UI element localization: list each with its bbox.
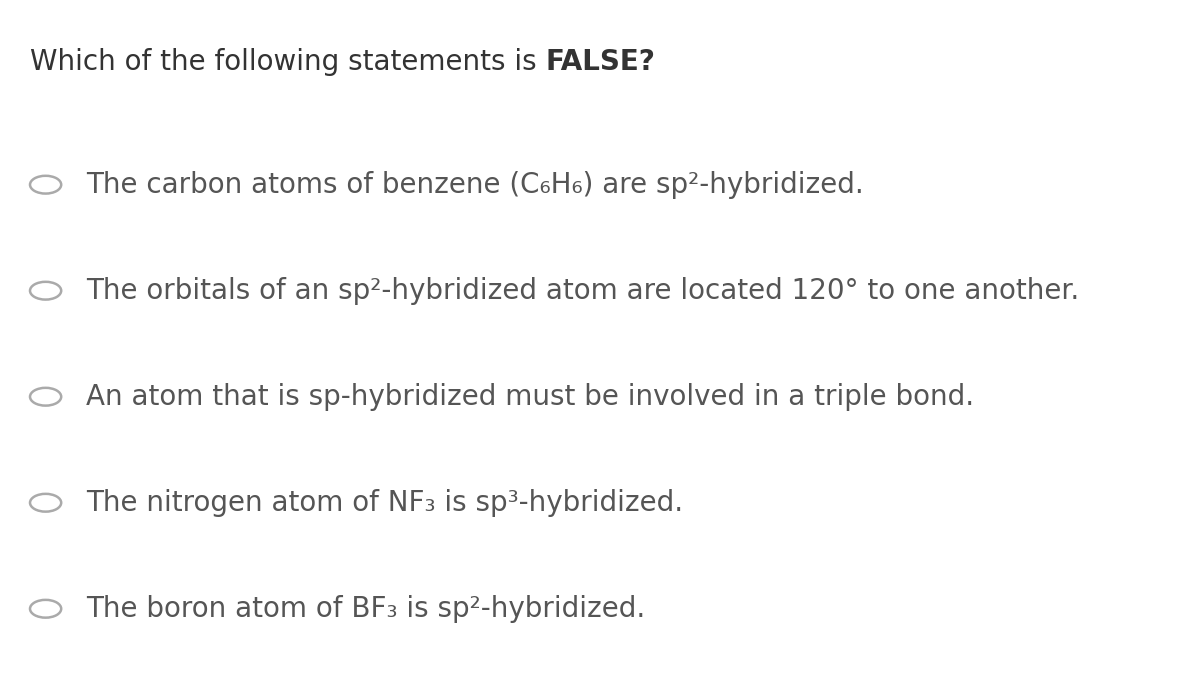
Text: The nitrogen atom of NF₃ is sp³-hybridized.: The nitrogen atom of NF₃ is sp³-hybridiz… <box>86 489 684 516</box>
Text: The carbon atoms of benzene (C₆H₆) are sp²-hybridized.: The carbon atoms of benzene (C₆H₆) are s… <box>86 171 864 198</box>
Text: The orbitals of an sp²-hybridized atom are located 120° to one another.: The orbitals of an sp²-hybridized atom a… <box>86 277 1080 304</box>
Text: Which of the following statements is: Which of the following statements is <box>30 48 546 75</box>
Text: An atom that is sp-hybridized must be involved in a triple bond.: An atom that is sp-hybridized must be in… <box>86 383 974 410</box>
Text: FALSE?: FALSE? <box>546 48 655 75</box>
Text: The boron atom of BF₃ is sp²-hybridized.: The boron atom of BF₃ is sp²-hybridized. <box>86 595 646 622</box>
